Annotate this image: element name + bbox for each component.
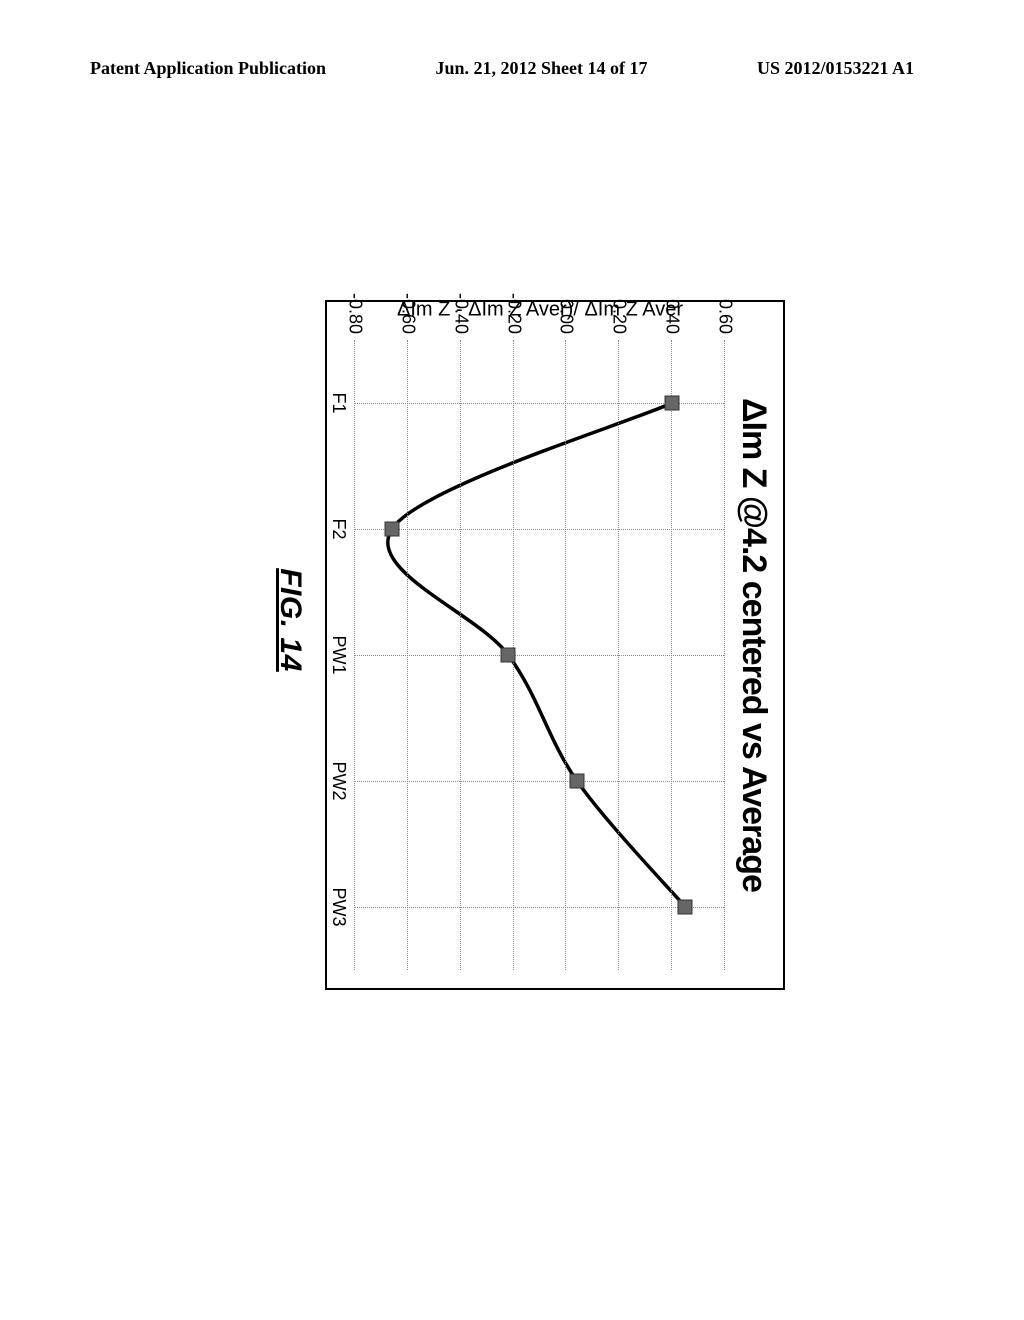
gridline-v xyxy=(355,655,725,656)
y-tick-label: -0.20 xyxy=(503,260,524,340)
y-axis-label: ΔIm Z - ΔIm Z Aver)/ ΔIm Z Aver xyxy=(397,299,683,322)
x-tick-label: PW3 xyxy=(328,887,355,926)
data-marker xyxy=(678,900,693,915)
y-tick-label: 0.40 xyxy=(662,260,683,340)
chart-container: ΔIm Z @4.2 centered vs Average ΔIm Z - Δ… xyxy=(325,300,785,990)
y-tick-label: 0.00 xyxy=(556,260,577,340)
y-tick-label: -0.60 xyxy=(397,260,418,340)
chart-title: ΔIm Z @4.2 centered vs Average xyxy=(734,302,773,988)
header-right: US 2012/0153221 A1 xyxy=(757,58,914,79)
x-tick-label: PW2 xyxy=(328,761,355,800)
page-header: Patent Application Publication Jun. 21, … xyxy=(0,58,1024,79)
y-tick-label: 0.60 xyxy=(715,260,736,340)
plot-area: ΔIm Z - ΔIm Z Aver)/ ΔIm Z Aver 0.600.40… xyxy=(355,340,725,970)
figure-inner: ΔIm Z @4.2 centered vs Average ΔIm Z - Δ… xyxy=(265,230,785,1010)
data-marker xyxy=(385,522,400,537)
x-tick-label: F1 xyxy=(328,392,355,413)
header-left: Patent Application Publication xyxy=(90,58,326,79)
gridline-v xyxy=(355,781,725,782)
figure-caption: FIG. 14 xyxy=(273,230,307,1010)
y-tick-label: -0.40 xyxy=(450,260,471,340)
y-tick-label: -0.80 xyxy=(345,260,366,340)
data-marker xyxy=(665,396,680,411)
figure-rotated-container: ΔIm Z @4.2 centered vs Average ΔIm Z - Δ… xyxy=(135,235,915,1005)
x-tick-label: PW1 xyxy=(328,635,355,674)
gridline-v xyxy=(355,907,725,908)
y-tick-label: 0.20 xyxy=(609,260,630,340)
gridline-v xyxy=(355,529,725,530)
header-center: Jun. 21, 2012 Sheet 14 of 17 xyxy=(435,58,647,79)
x-tick-label: F2 xyxy=(328,518,355,539)
data-marker xyxy=(501,648,516,663)
data-marker xyxy=(570,774,585,789)
